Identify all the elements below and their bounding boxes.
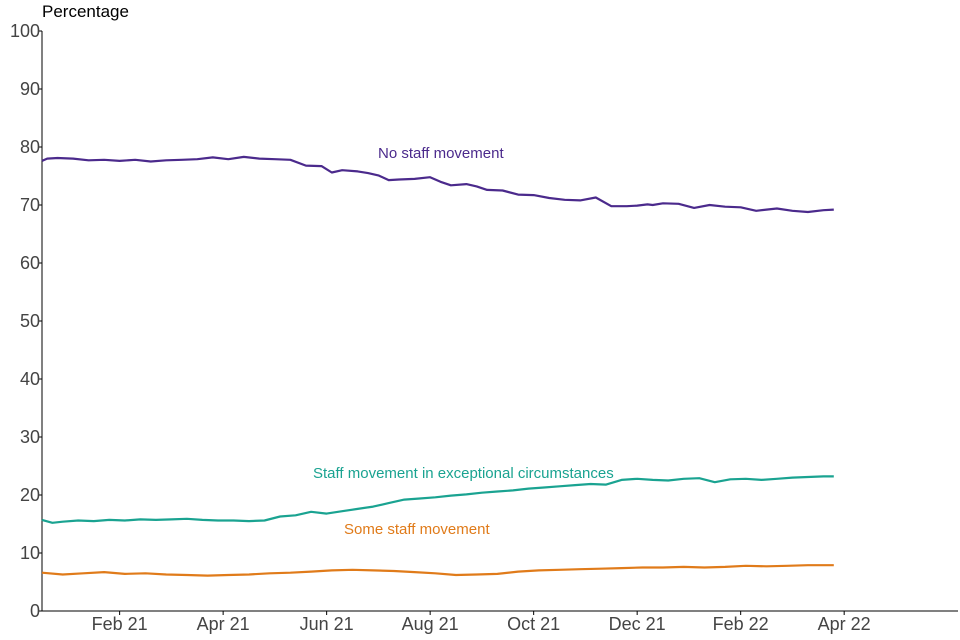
x-tick-label: Dec 21	[609, 614, 666, 634]
x-tick-label: Apr 22	[818, 614, 871, 634]
y-tick-label: 20	[20, 485, 40, 505]
x-tick-label: Feb 21	[92, 614, 148, 634]
x-tick-label: Aug 21	[402, 614, 459, 634]
series-line-exceptional-movement	[41, 475, 834, 524]
y-axis-title: Percentage	[42, 2, 129, 21]
y-tick-label: 10	[20, 543, 40, 563]
x-tick-label: Apr 21	[197, 614, 250, 634]
y-tick-label: 0	[30, 601, 40, 621]
series-label-some-staff-movement: Some staff movement	[344, 521, 490, 538]
y-tick-label: 50	[20, 311, 40, 331]
y-tick-label: 90	[20, 79, 40, 99]
y-tick-label: 100	[10, 21, 40, 41]
x-tick-label: Oct 21	[507, 614, 560, 634]
series-line-some-staff-movement	[41, 564, 834, 577]
y-tick-label: 40	[20, 369, 40, 389]
y-tick-label: 80	[20, 137, 40, 157]
x-tick-label: Feb 22	[713, 614, 769, 634]
y-tick-label: 60	[20, 253, 40, 273]
series-label-exceptional-movement: Staff movement in exceptional circumstan…	[313, 465, 614, 482]
y-tick-label: 30	[20, 427, 40, 447]
y-tick-label: 70	[20, 195, 40, 215]
x-tick-label: Jun 21	[300, 614, 354, 634]
series-label-no-staff-movement: No staff movement	[378, 145, 504, 162]
series-line-no-staff-movement	[41, 155, 834, 214]
